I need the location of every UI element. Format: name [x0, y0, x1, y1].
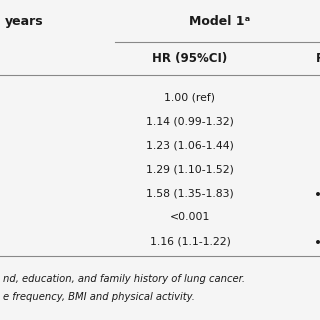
Text: years: years [5, 15, 44, 28]
Text: 1.58 (1.35-1.83): 1.58 (1.35-1.83) [146, 188, 234, 198]
Text: P: P [316, 52, 320, 65]
Text: Model 1ᵃ: Model 1ᵃ [189, 15, 251, 28]
Text: <0.001: <0.001 [170, 212, 210, 222]
Text: 1.29 (1.10-1.52): 1.29 (1.10-1.52) [146, 164, 234, 174]
Text: 1.16 (1.1-1.22): 1.16 (1.1-1.22) [149, 236, 230, 246]
Text: •: • [314, 236, 320, 250]
Text: e frequency, BMI and physical activity.: e frequency, BMI and physical activity. [3, 292, 195, 302]
Text: 1.23 (1.06-1.44): 1.23 (1.06-1.44) [146, 140, 234, 150]
Text: HR (95%CI): HR (95%CI) [152, 52, 228, 65]
Text: nd, education, and family history of lung cancer.: nd, education, and family history of lun… [3, 274, 245, 284]
Text: 1.00 (ref): 1.00 (ref) [164, 92, 215, 102]
Text: 1.14 (0.99-1.32): 1.14 (0.99-1.32) [146, 116, 234, 126]
Text: •: • [314, 188, 320, 202]
